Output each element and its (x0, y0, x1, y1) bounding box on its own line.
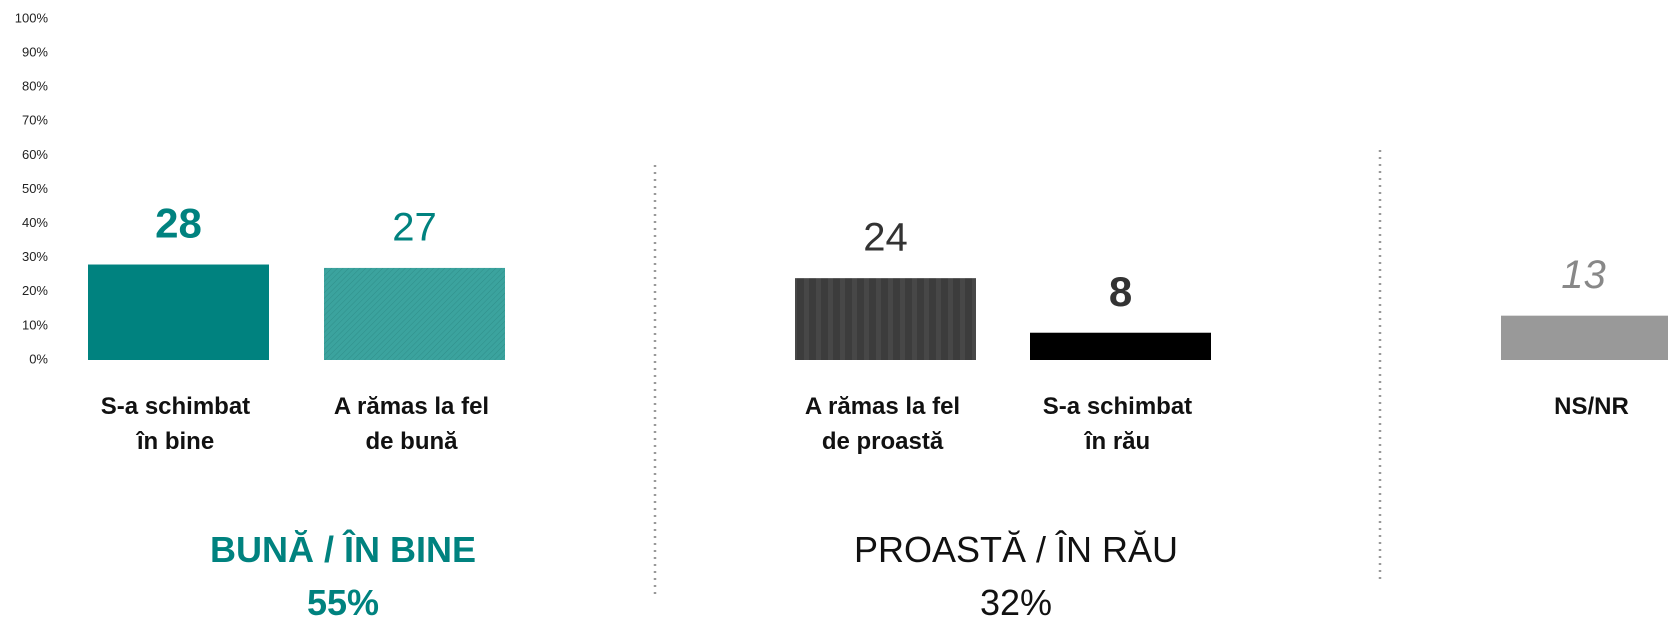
y-tick-label: 0% (29, 351, 48, 366)
category-label: A rămas la fel de proastă (804, 393, 961, 455)
bar (1030, 332, 1211, 360)
y-tick-label: 100% (15, 10, 49, 25)
value-label: 28 (155, 200, 202, 247)
y-tick-label: 10% (22, 317, 48, 332)
category-label: NS/NR (1554, 393, 1629, 420)
bar (324, 267, 505, 360)
bar (795, 278, 976, 360)
y-tick-label: 80% (22, 79, 48, 94)
group-title: BUNĂ / ÎN BINE (209, 529, 476, 570)
y-tick-label: 40% (22, 215, 48, 230)
value-label: 8 (1109, 268, 1132, 315)
value-label: 13 (1561, 253, 1606, 297)
y-tick-label: 50% (22, 181, 48, 196)
y-tick-label: 20% (22, 283, 48, 298)
group-title: PROASTĂ / ÎN RĂU (853, 529, 1179, 570)
y-tick-label: 30% (22, 249, 48, 264)
y-tick-label: 60% (22, 147, 48, 162)
category-label: A rămas la fel de bună (333, 393, 490, 455)
y-tick-label: 70% (22, 113, 48, 128)
category-label: S-a schimbat în bine (100, 393, 251, 455)
group-total: 55% (306, 582, 380, 617)
group-total: 32% (979, 582, 1053, 617)
value-label: 24 (863, 216, 908, 260)
value-label: 27 (392, 205, 437, 249)
bar (88, 264, 269, 360)
category-label: S-a schimbat în rău (1042, 393, 1193, 455)
bar (1501, 315, 1668, 360)
y-tick-label: 90% (22, 45, 48, 60)
